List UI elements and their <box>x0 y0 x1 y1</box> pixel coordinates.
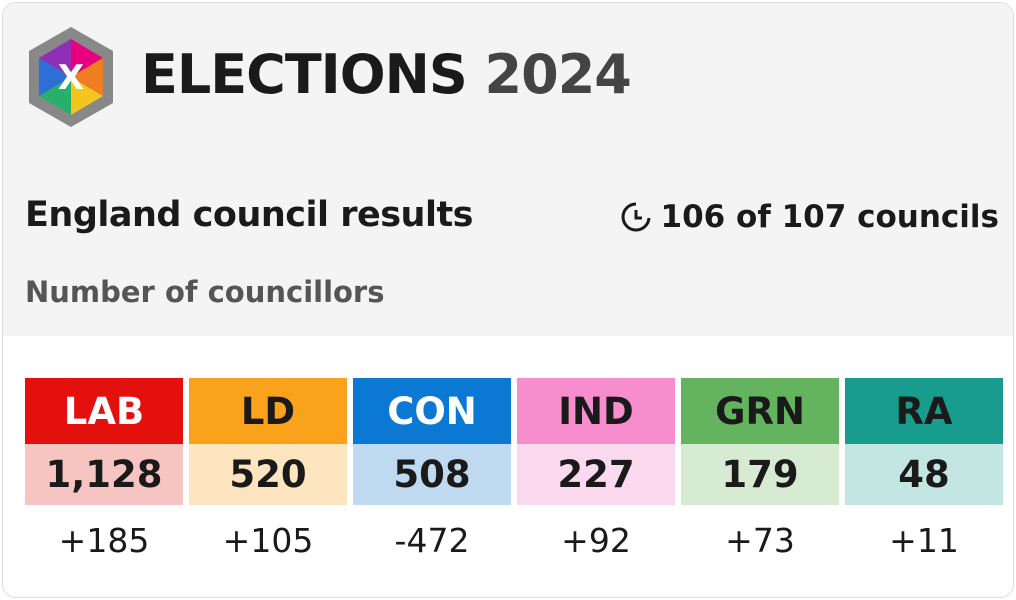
svg-text:X: X <box>58 58 84 98</box>
seat-change: -472 <box>394 521 470 560</box>
party-grid: LAB 1,128 +185 LD 520 +105 CON 508 -472 IND 227 +92… <box>25 378 1003 575</box>
party-column: RA 48 +11 <box>845 378 1003 575</box>
party-column: LD 520 +105 <box>189 378 347 575</box>
seat-count: 1,128 <box>25 444 183 505</box>
party-name: IND <box>517 378 675 444</box>
seat-count: 520 <box>189 444 347 505</box>
progress: 106 of 107 councils <box>621 199 999 235</box>
party-column: IND 227 +92 <box>517 378 675 575</box>
seat-count: 227 <box>517 444 675 505</box>
seat-count: 48 <box>845 444 1003 505</box>
party-column: LAB 1,128 +185 <box>25 378 183 575</box>
title-text: ELECTIONS <box>141 43 468 106</box>
seat-change: +11 <box>889 521 959 560</box>
seat-count: 508 <box>353 444 511 505</box>
seat-change: +185 <box>58 521 150 560</box>
party-column: GRN 179 +73 <box>681 378 839 575</box>
seat-change: +92 <box>561 521 631 560</box>
progress-text: 106 of 107 councils <box>660 199 999 235</box>
party-name: CON <box>353 378 511 444</box>
party-name: LD <box>189 378 347 444</box>
seat-count: 179 <box>681 444 839 505</box>
measure-label: Number of councillors <box>25 275 385 309</box>
subtitle: England council results <box>25 195 474 235</box>
seat-change: +73 <box>725 521 795 560</box>
logo: X <box>29 27 113 127</box>
title: ELECTIONS 2024 <box>141 43 632 106</box>
party-name: LAB <box>25 378 183 444</box>
year: 2024 <box>484 43 632 106</box>
party-name: RA <box>845 378 1003 444</box>
party-name: GRN <box>681 378 839 444</box>
seat-change: +105 <box>222 521 314 560</box>
clock-icon <box>621 202 651 232</box>
party-column: CON 508 -472 <box>353 378 511 575</box>
header-panel <box>3 3 1013 336</box>
